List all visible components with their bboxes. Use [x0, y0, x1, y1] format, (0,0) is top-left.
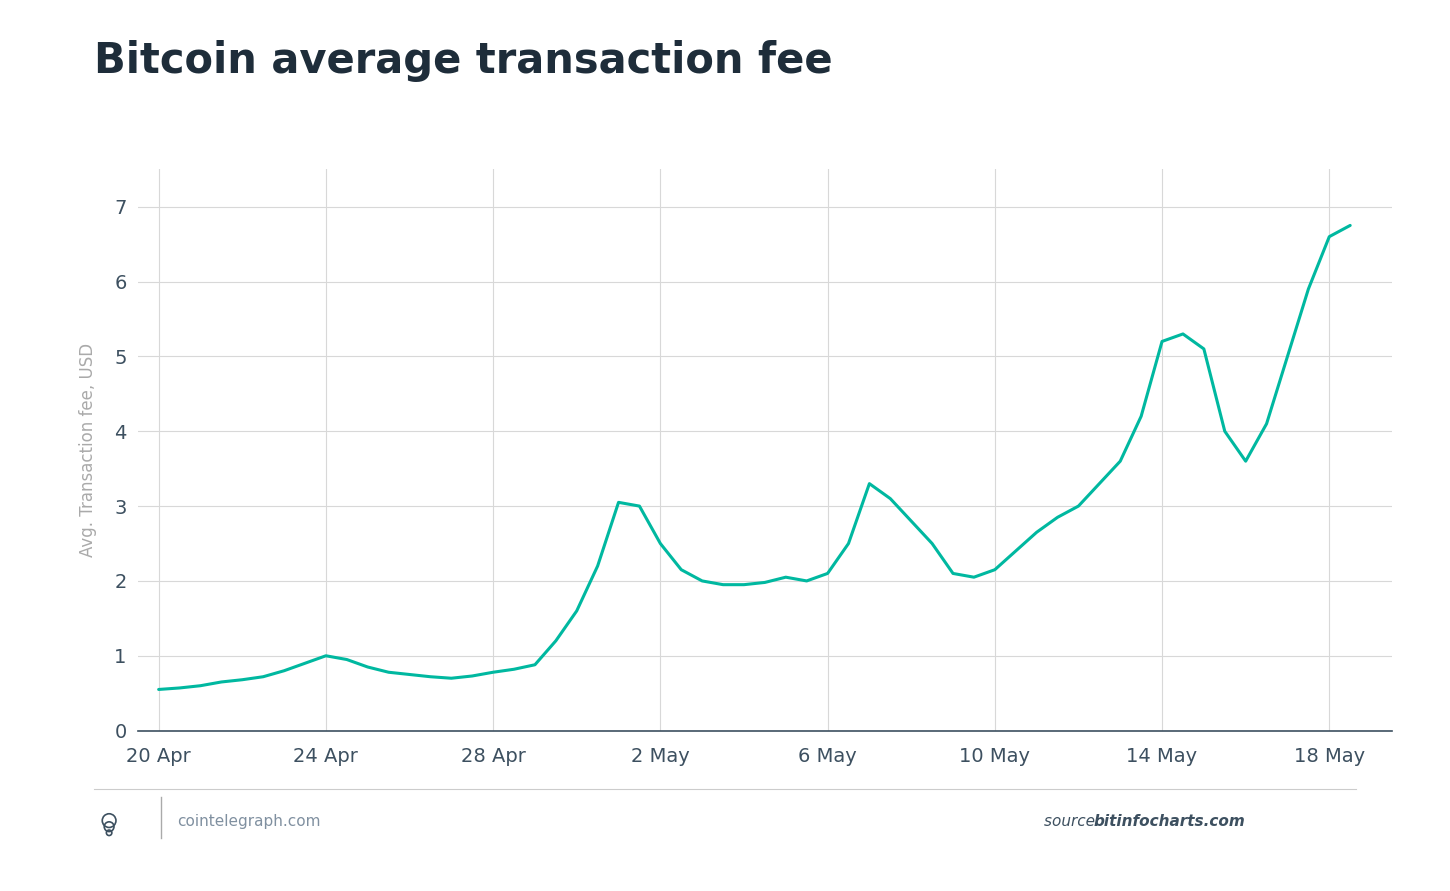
Text: Bitcoin average transaction fee: Bitcoin average transaction fee	[94, 40, 832, 82]
Text: bitinfocharts.com: bitinfocharts.com	[1093, 814, 1246, 829]
Text: source:: source:	[1044, 814, 1105, 829]
Y-axis label: Avg. Transaction fee, USD: Avg. Transaction fee, USD	[80, 343, 97, 557]
Text: cointelegraph.com: cointelegraph.com	[177, 814, 320, 829]
